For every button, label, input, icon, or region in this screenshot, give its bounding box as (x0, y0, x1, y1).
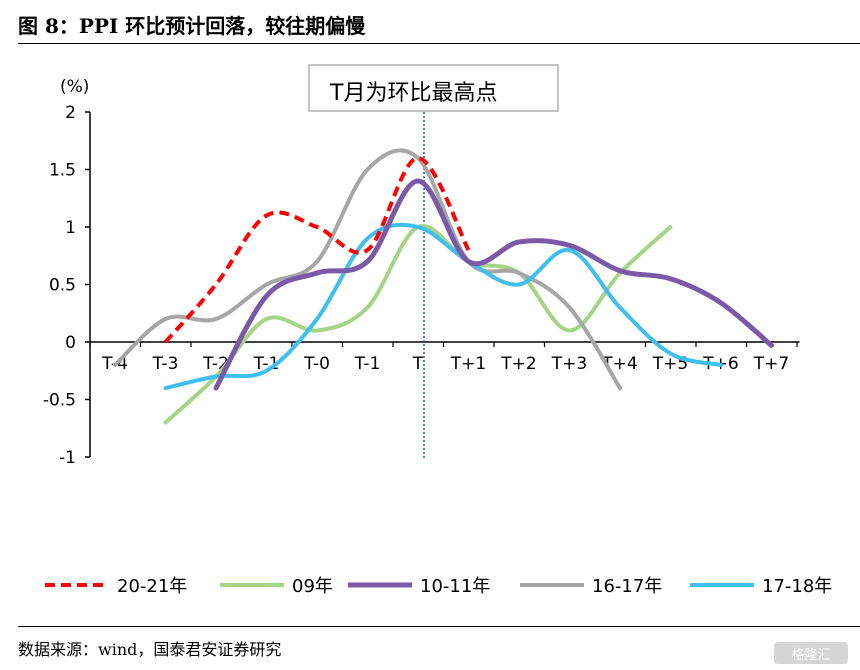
source-note: 数据来源：wind，国泰君安证券研究 (18, 640, 282, 659)
legend-label: 10-11年 (420, 576, 490, 597)
series-line-17-18年 (163, 222, 723, 390)
x-tick-label: T-0 (303, 354, 330, 374)
y-tick-label: 1 (65, 218, 76, 238)
title-rule (18, 43, 860, 44)
series-line-10-11年 (213, 178, 774, 391)
y-tick-label: 1.5 (49, 161, 76, 181)
legend-label: 17-18年 (762, 576, 832, 597)
watermark-logo: 格隆汇 (774, 642, 848, 664)
legend-label: 09年 (292, 576, 333, 597)
annotation-box (308, 64, 559, 112)
x-tick-label: T+3 (551, 354, 587, 374)
y-tick-label: 0.5 (49, 276, 76, 296)
y-tick-label: 0 (65, 333, 76, 353)
legend-label: 16-17年 (592, 576, 662, 597)
series-line-16-17年 (113, 148, 622, 390)
series-line-20-21年 (163, 156, 471, 344)
x-tick-label: T (412, 354, 424, 374)
figure-title: 图 8：PPI 环比预计回落，较往期偏慢 (18, 14, 366, 38)
y-tick-label: -1 (59, 448, 76, 468)
y-axis-unit-label: (%) (60, 77, 89, 97)
y-tick-label: 2 (65, 103, 76, 123)
legend-label: 20-21年 (117, 576, 187, 597)
y-tick-label: -0.5 (43, 391, 76, 411)
figure-header: 图 8：PPI 环比预计回落，较往期偏慢 (18, 8, 860, 44)
x-tick-label: T-1 (354, 354, 381, 374)
x-tick-label: T+1 (450, 354, 486, 374)
x-tick-label: T+7 (753, 354, 789, 374)
x-tick-label: T+2 (500, 354, 536, 374)
annotation-text: T月为环比最高点 (329, 81, 497, 106)
footer-rule (18, 626, 860, 627)
line-chart: 21.510.50-0.5-1(%)T-4 T-3 T-2 T-1 T-0 T-1 T T+1… (43, 64, 832, 597)
x-tick-label: T-3 (152, 354, 179, 374)
